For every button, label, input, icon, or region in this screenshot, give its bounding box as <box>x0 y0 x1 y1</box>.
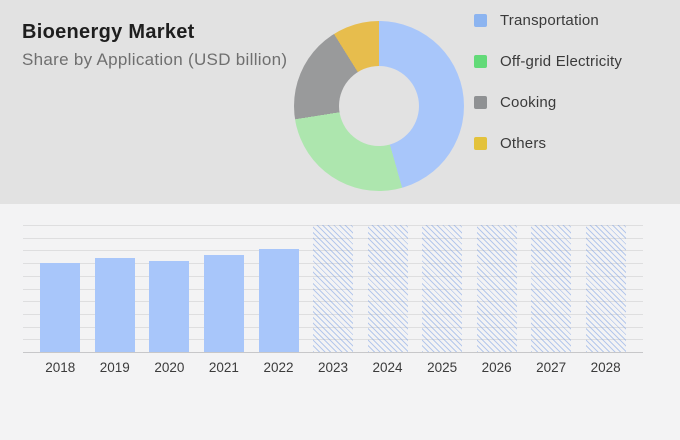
x-axis-label-2020: 2020 <box>154 360 185 375</box>
legend-label: Transportation <box>500 12 599 29</box>
x-axis-label-2027: 2027 <box>536 360 567 375</box>
legend-item-cooking[interactable]: Cooking <box>474 82 622 123</box>
legend-item-transportation[interactable]: Transportation <box>474 0 622 41</box>
x-axis-label-2019: 2019 <box>99 360 130 375</box>
forecast-column-2028 <box>585 225 626 352</box>
donut-chart[interactable] <box>294 21 464 191</box>
x-axis-label-2018: 2018 <box>45 360 76 375</box>
legend-swatch-icon <box>474 14 487 27</box>
x-axis-label-2022: 2022 <box>263 360 294 375</box>
legend: Transportation Off-grid Electricity Cookin… <box>474 0 622 164</box>
legend-swatch-icon <box>474 55 487 68</box>
legend-swatch-icon <box>474 96 487 109</box>
x-axis-label-2028: 2028 <box>590 360 621 375</box>
x-axis-label-2025: 2025 <box>427 360 458 375</box>
x-axis-label-2024: 2024 <box>372 360 403 375</box>
forecast-column-2026 <box>476 225 517 352</box>
page-title: Bioenergy Market <box>22 21 195 43</box>
x-axis-line <box>23 352 643 353</box>
bar-2020[interactable] <box>149 261 190 352</box>
forecast-column-2024 <box>367 225 408 352</box>
forecast-column-2027 <box>531 225 572 352</box>
legend-swatch-icon <box>474 137 487 150</box>
bar-2018[interactable] <box>40 263 81 352</box>
legend-label: Others <box>500 135 547 152</box>
x-axis-label-2023: 2023 <box>317 360 349 375</box>
forecast-column-2025 <box>422 225 463 352</box>
chart-section: Transportation Segment | 2018 : USD 62.9… <box>0 204 680 440</box>
bar-plot <box>23 225 643 353</box>
legend-item-off-grid-electricity[interactable]: Off-grid Electricity <box>474 41 622 82</box>
header-section: Bioenergy Market Share by Application (U… <box>0 0 680 204</box>
forecast-column-2023 <box>313 225 353 352</box>
legend-item-others[interactable]: Others <box>474 123 622 164</box>
bar-2022[interactable] <box>258 249 299 352</box>
bar-2021[interactable] <box>203 255 244 352</box>
legend-label: Cooking <box>500 94 557 111</box>
bar-2019[interactable] <box>94 258 135 352</box>
x-axis-label-2026: 2026 <box>481 360 512 375</box>
x-axis-label-2021: 2021 <box>208 360 239 375</box>
legend-label: Off-grid Electricity <box>500 53 623 70</box>
page-subtitle: Share by Application (USD billion) <box>22 50 288 69</box>
